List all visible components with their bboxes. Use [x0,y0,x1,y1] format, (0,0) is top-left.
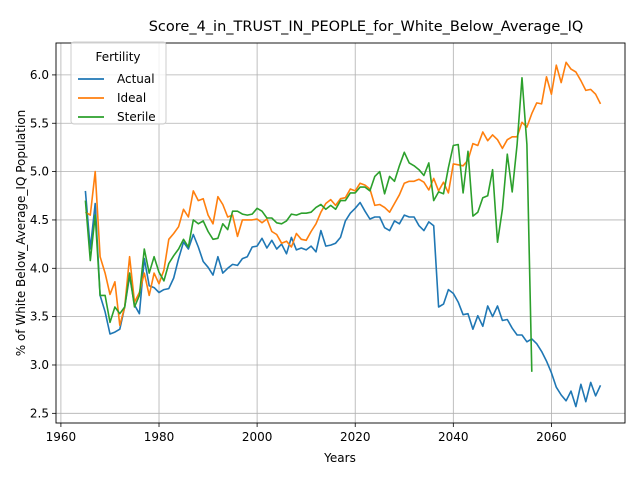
series-group [84,61,602,408]
series-line-ideal [84,61,602,327]
x-tick-label: 2060 [536,430,567,444]
y-axis-label: % of White Below_Average_IQ Population [14,110,28,357]
legend-label-ideal: Ideal [117,91,146,105]
y-tick-label: 5.5 [30,116,49,130]
y-tick-label: 4.0 [30,261,49,275]
x-tick-label: 1980 [144,430,175,444]
series-line-actual [84,190,602,408]
legend-label-actual: Actual [117,72,155,86]
x-tick-label: 2040 [438,430,469,444]
legend-label-sterile: Sterile [117,110,156,124]
y-axis: 2.5 3.0 3.5 4.0 4.5 5.0 5.5 6.0 [30,68,56,420]
x-tick-label: 1960 [46,430,77,444]
plot-frame [55,42,626,424]
y-tick-label: 5.0 [30,165,49,179]
y-tick-label: 4.5 [30,213,49,227]
x-tick-label: 2020 [340,430,371,444]
y-tick-label: 6.0 [30,68,49,82]
legend: Fertility Actual Ideal Sterile [70,41,167,125]
x-axis: 1960 1980 2000 2020 2040 2060 [46,423,567,444]
chart-title: Score_4_in_TRUST_IN_PEOPLE_for_White_Bel… [149,19,584,35]
x-tick-label: 2000 [242,430,273,444]
y-tick-label: 2.5 [30,406,49,420]
y-tick-label: 3.5 [30,310,49,324]
legend-frame [70,41,167,125]
legend-title: Fertility [95,50,140,64]
series-line-sterile [84,77,533,372]
x-axis-label: Years [323,451,356,465]
y-tick-label: 3.0 [30,358,49,372]
legend-entries: Actual Ideal Sterile [78,72,156,124]
